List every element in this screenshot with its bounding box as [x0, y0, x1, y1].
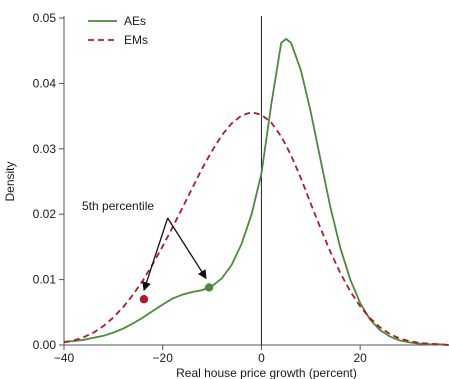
x-tick-label: 0	[258, 351, 265, 365]
x-axis-label: Real house price growth (percent)	[176, 366, 357, 379]
series-line-aes	[63, 37, 449, 346]
legend-label-aes: AEs	[124, 14, 146, 28]
axes	[63, 16, 449, 346]
annotation-label: 5th percentile	[82, 199, 154, 213]
y-tick-label: 0.00	[33, 338, 57, 352]
legend: AEs EMs	[88, 14, 148, 47]
x-tick-label: −40	[54, 351, 75, 365]
series-line-ems	[63, 111, 449, 346]
y-axis-label: Density	[3, 161, 17, 201]
y-tick-label: 0.01	[33, 273, 57, 287]
y-tick-label: 0.04	[33, 76, 57, 90]
x-tick-label: −20	[153, 351, 174, 365]
y-ticks: 0.00 0.01 0.02 0.03 0.04 0.05	[33, 11, 64, 352]
y-tick-label: 0.05	[33, 11, 57, 25]
annotation-arrow	[142, 217, 169, 292]
y-tick-label: 0.03	[33, 142, 57, 156]
percentile-marker-aes	[204, 283, 214, 292]
series-layer	[63, 37, 449, 346]
annotation-arrow	[167, 217, 207, 280]
annotation-layer: 5th percentile	[82, 199, 207, 292]
legend-label-ems: EMs	[124, 33, 148, 47]
x-ticks: −40 −20 0 20	[54, 345, 367, 365]
x-tick-label: 20	[353, 351, 367, 365]
y-tick-label: 0.02	[33, 207, 57, 221]
percentile-marker-ems	[139, 295, 149, 304]
